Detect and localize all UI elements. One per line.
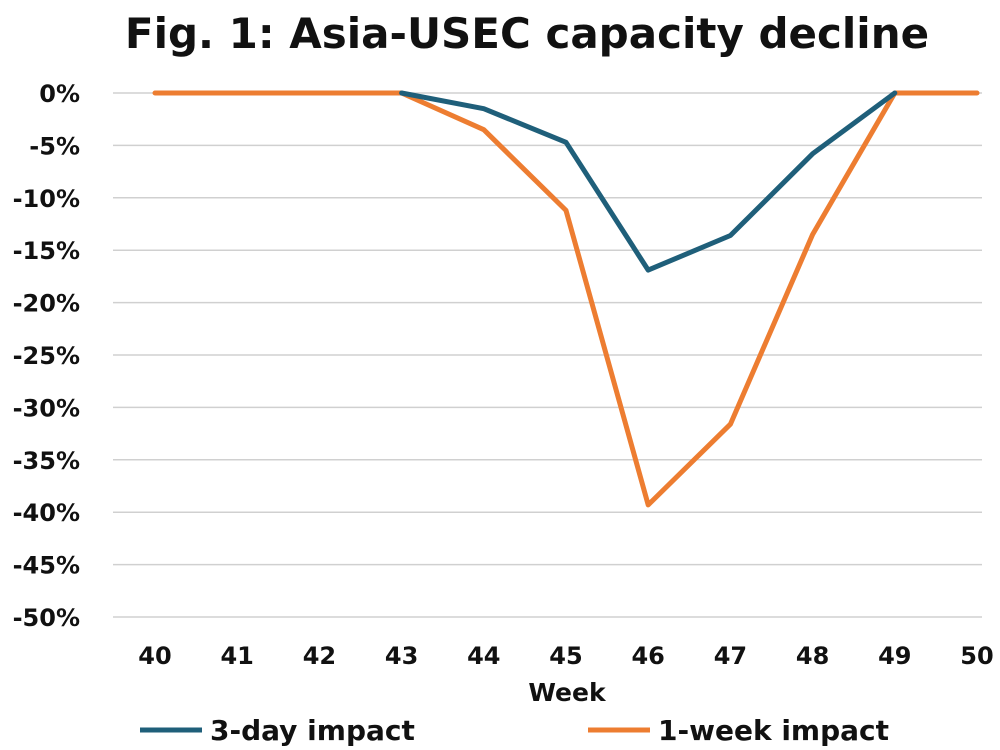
x-tick-label: 41: [220, 642, 253, 670]
x-tick-label: 50: [960, 642, 993, 670]
x-tick-label: 40: [138, 642, 171, 670]
gridlines: [113, 92, 982, 618]
series-line-0: [399, 90, 898, 273]
y-tick-label: -10%: [13, 185, 80, 213]
y-axis-ticks: 0% -5% -10% -15% -20% -25% -30% -35% -40% -45% -50…: [13, 80, 80, 632]
x-tick-label: 42: [303, 642, 336, 670]
x-tick-label: 45: [549, 642, 582, 670]
y-tick-label: -25%: [13, 342, 80, 370]
x-tick-label: 47: [714, 642, 747, 670]
x-axis-label: Week: [528, 678, 607, 707]
y-tick-label: -45%: [13, 552, 80, 580]
y-tick-label: -15%: [13, 237, 80, 265]
y-tick-label: -5%: [29, 132, 80, 160]
x-tick-label: 44: [467, 642, 500, 670]
y-tick-label: 0%: [39, 80, 80, 108]
x-tick-label: 46: [631, 642, 664, 670]
x-tick-label: 48: [796, 642, 829, 670]
y-tick-label: -30%: [13, 394, 80, 422]
y-tick-label: -35%: [13, 447, 80, 475]
y-tick-label: -20%: [13, 290, 80, 318]
x-tick-label: 49: [878, 642, 911, 670]
legend-label: 3-day impact: [210, 714, 415, 747]
chart-title: Fig. 1: Asia-USEC capacity decline: [125, 9, 929, 58]
series-line-1: [152, 90, 980, 508]
y-tick-label: -40%: [13, 499, 80, 527]
y-tick-label: -50%: [13, 604, 80, 632]
x-tick-label: 43: [385, 642, 418, 670]
series-lines: [152, 90, 980, 508]
legend-label: 1-week impact: [658, 714, 889, 747]
legend: 3-day impact 1-week impact: [140, 714, 889, 747]
x-axis-ticks: 40 41 42 43 44 45 46 47 48 49 50: [138, 642, 993, 670]
